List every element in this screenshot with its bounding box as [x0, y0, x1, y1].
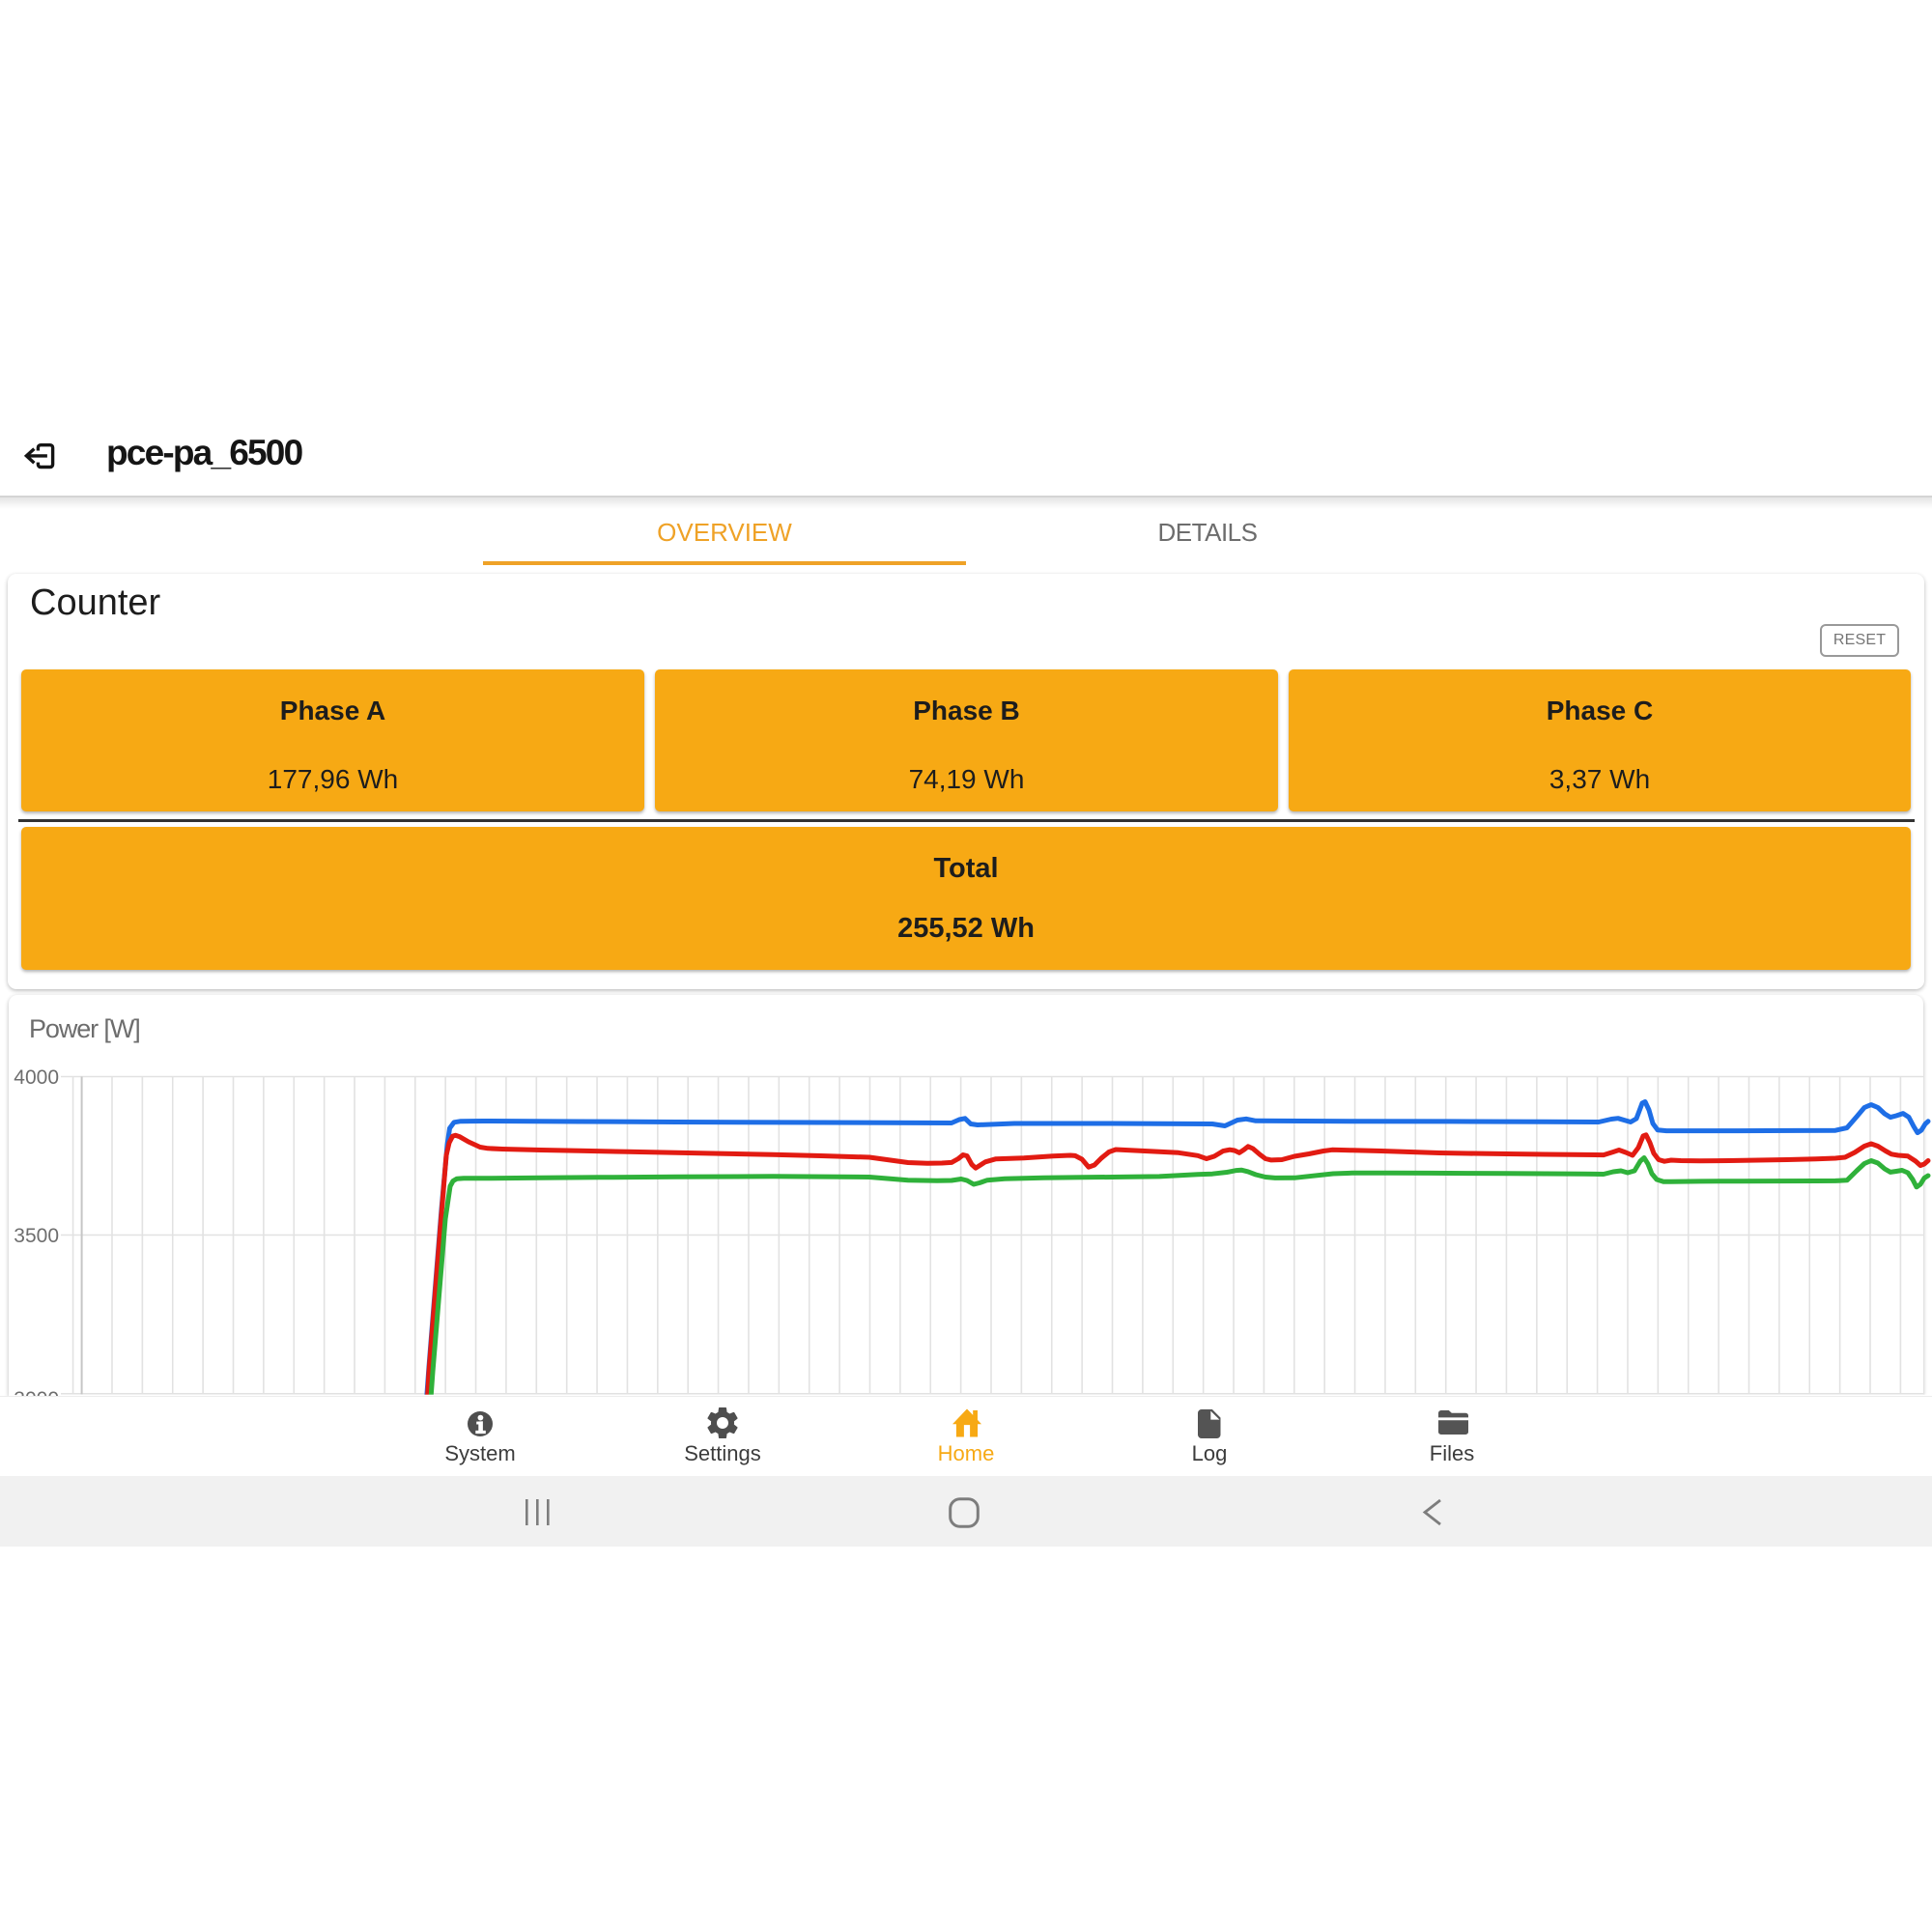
svg-text:3000: 3000 — [14, 1388, 59, 1396]
svg-text:4000: 4000 — [14, 1066, 59, 1089]
svg-text:3500: 3500 — [14, 1225, 59, 1247]
